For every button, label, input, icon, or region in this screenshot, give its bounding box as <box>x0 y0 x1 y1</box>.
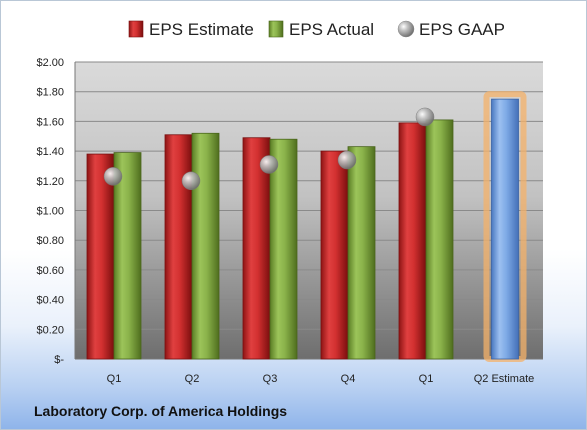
x-tick-label: Q1 <box>419 373 434 385</box>
y-tick-label: $1.40 <box>36 146 64 158</box>
legend-label: EPS Actual <box>289 20 374 39</box>
legend: EPS Estimate EPS Actual EPS GAAP <box>128 20 505 39</box>
eps-estimate-bar <box>86 153 115 360</box>
y-tick-label: $- <box>54 354 64 366</box>
y-tick-label: $0.20 <box>36 324 64 336</box>
y-tick-label: $0.80 <box>36 235 64 247</box>
x-tick-label: Q2 Estimate <box>474 373 535 385</box>
x-tick-label: Q4 <box>341 373 356 385</box>
y-tick-label: $1.20 <box>36 176 64 188</box>
legend-gaap-marker <box>397 20 415 38</box>
y-tick-label: $0.40 <box>36 295 64 307</box>
eps-gaap-marker <box>259 155 279 174</box>
eps-actual-bar <box>425 119 454 360</box>
company-name: Laboratory Corp. of America Holdings <box>34 403 288 419</box>
eps-actual-bar <box>347 146 376 360</box>
legend-label: EPS GAAP <box>419 20 505 39</box>
y-tick-label: $2.00 <box>36 57 64 69</box>
legend-estimate-swatch <box>128 20 144 38</box>
eps-estimate-bar <box>398 122 427 360</box>
legend-actual-swatch <box>268 20 284 38</box>
eps-estimate-bar <box>320 150 349 360</box>
eps-estimate-bar <box>164 134 193 360</box>
y-tick-label: $1.80 <box>36 87 64 99</box>
eps-gaap-marker <box>415 107 435 127</box>
eps-estimate-bar <box>242 137 271 360</box>
eps-actual-bar <box>191 132 220 360</box>
q2-estimate-bar <box>491 98 519 360</box>
y-tick-label: $1.60 <box>36 116 64 128</box>
y-tick-label: $0.60 <box>36 265 64 277</box>
eps-gaap-marker <box>337 150 357 170</box>
eps-gaap-marker <box>103 167 123 186</box>
legend-label: EPS Estimate <box>149 20 254 39</box>
x-tick-label: Q2 <box>185 373 200 385</box>
x-tick-label: Q3 <box>263 373 278 385</box>
eps-gaap-marker <box>181 171 201 191</box>
eps-actual-bar <box>113 152 142 360</box>
eps-actual-bar <box>269 138 298 360</box>
y-tick-label: $1.00 <box>36 206 64 218</box>
x-tick-label: Q1 <box>107 373 122 385</box>
